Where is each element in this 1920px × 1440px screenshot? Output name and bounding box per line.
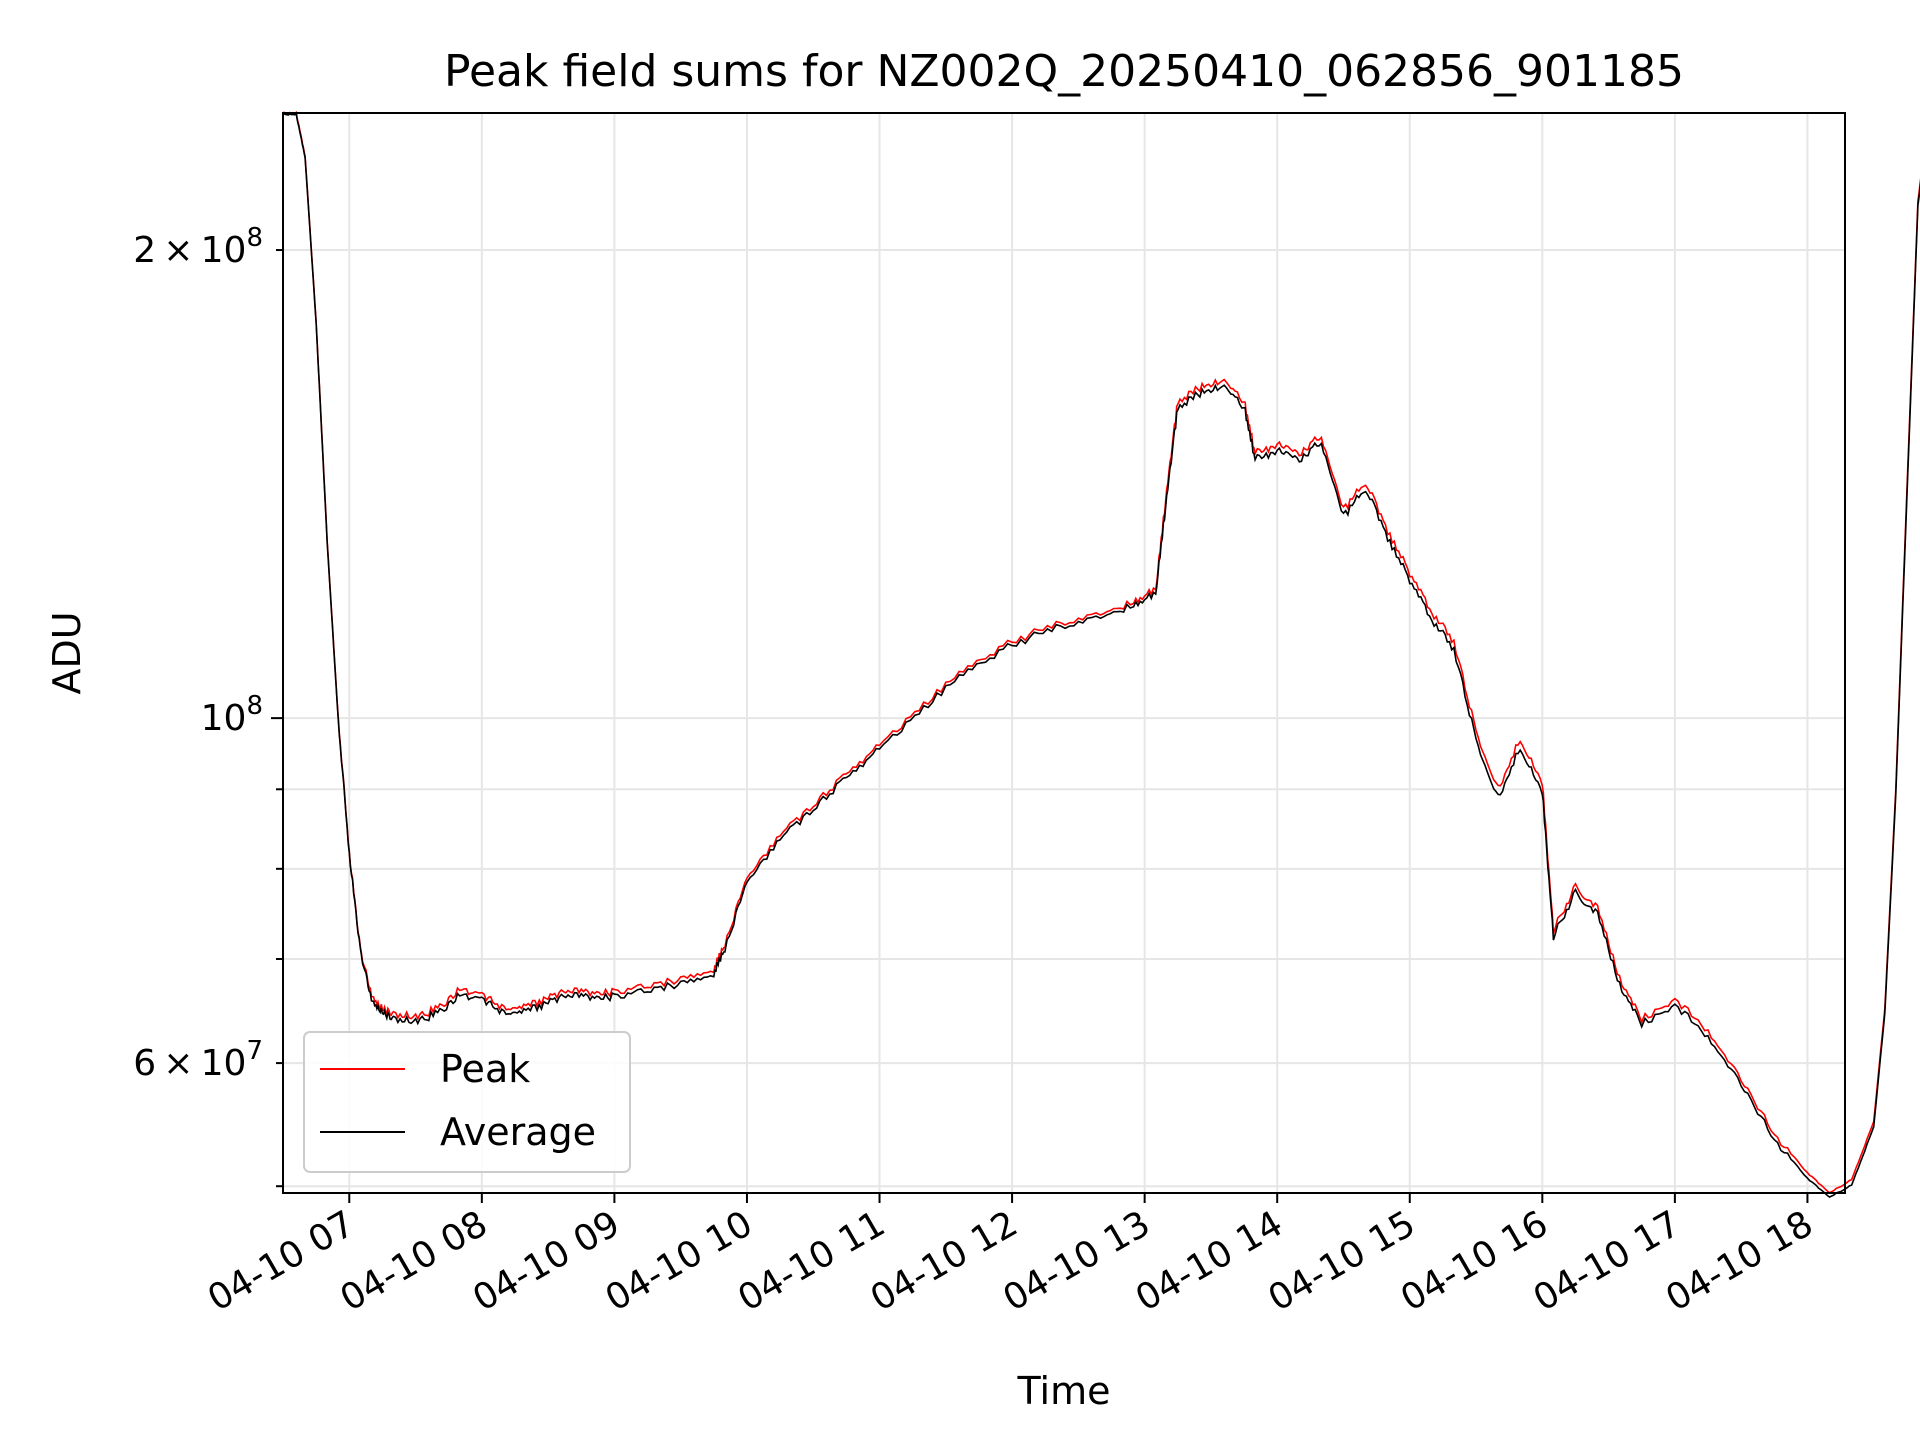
x-tick-label: 04-10 12 (864, 1203, 1025, 1319)
x-tick-label: 04-10 08 (334, 1203, 495, 1319)
x-tick-label: 04-10 09 (466, 1203, 627, 1319)
y-tick-label: 2 × 108 (133, 223, 263, 271)
x-tick-label: 04-10 18 (1659, 1203, 1820, 1319)
x-tick-label: 04-10 13 (996, 1203, 1157, 1319)
legend-peak-label: Peak (440, 1047, 530, 1091)
x-axis-label: Time (1017, 1369, 1111, 1413)
plot-frame (282, 112, 1846, 1194)
x-tick-label: 04-10 11 (731, 1203, 892, 1319)
x-tick-label: 04-10 16 (1394, 1203, 1555, 1319)
y-ticks: 2 × 108 108 6 × 107 (133, 223, 283, 1188)
legend-box (303, 1031, 631, 1173)
series-line-average (283, 112, 1920, 1199)
x-tick-label: 04-10 17 (1527, 1203, 1688, 1319)
x-tick-label: 04-10 14 (1129, 1203, 1290, 1319)
series-line-peak (283, 111, 1920, 1194)
x-tick-label: 04-10 15 (1262, 1203, 1423, 1319)
grid (283, 113, 1845, 1193)
chart-title: Peak field sums for NZ002Q_20250410_0628… (444, 46, 1684, 97)
y-tick-label: 108 (201, 691, 263, 739)
x-tick-label: 04-10 10 (599, 1203, 760, 1319)
plot-lines (283, 111, 1920, 1199)
legend: Peak Average (303, 1031, 631, 1173)
legend-average-label: Average (440, 1110, 596, 1154)
x-tick-label: 04-10 07 (201, 1203, 362, 1319)
y-axis-label: ADU (45, 611, 89, 694)
y-tick-label: 6 × 107 (133, 1036, 263, 1084)
